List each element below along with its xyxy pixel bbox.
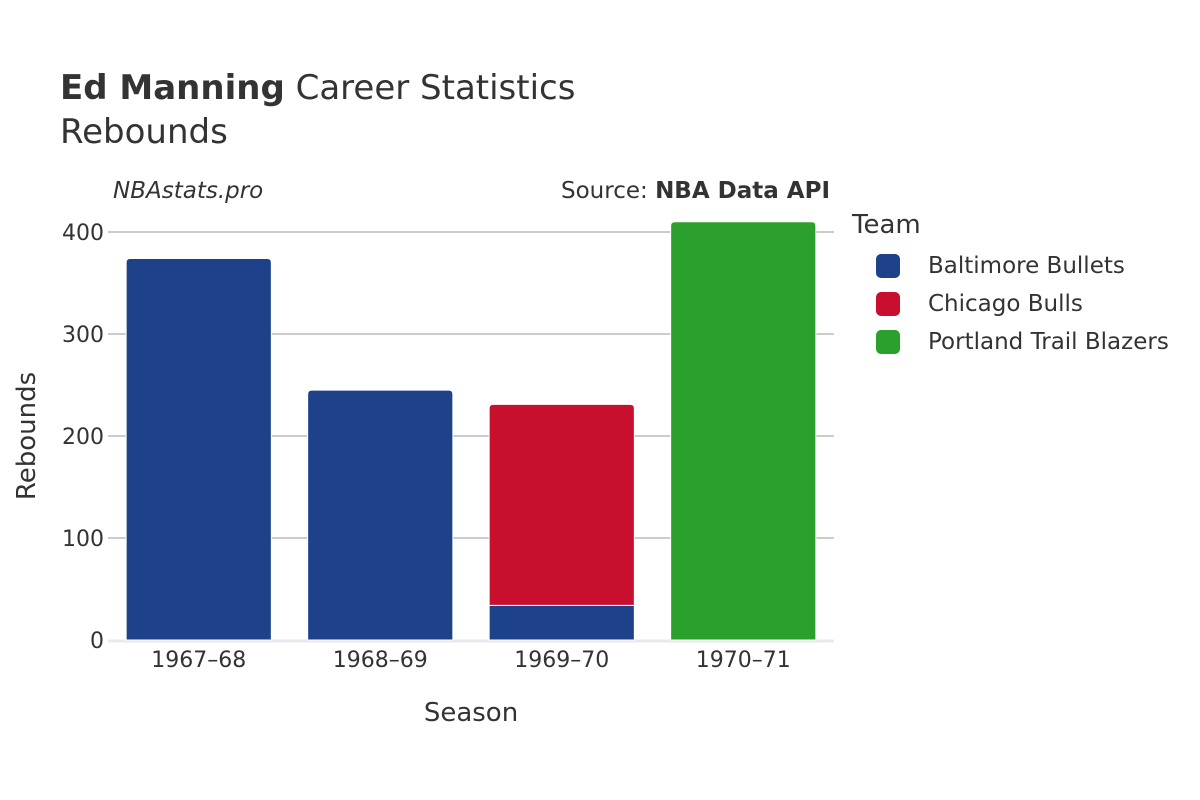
y-tick-label: 100 bbox=[62, 527, 104, 552]
bar-1970-71-portland-trail-blazers[interactable] bbox=[670, 221, 817, 641]
source-note: Source: NBA Data API bbox=[561, 178, 830, 204]
chart-title: Ed Manning Career Statistics bbox=[60, 68, 575, 108]
legend-swatch bbox=[876, 330, 900, 354]
legend-title: Team bbox=[852, 210, 921, 240]
legend-swatch bbox=[876, 292, 900, 316]
y-tick-label: 300 bbox=[62, 323, 104, 348]
source-name: NBA Data API bbox=[655, 178, 830, 204]
bar-1968-69-baltimore-bullets[interactable] bbox=[307, 389, 454, 641]
legend-swatch bbox=[876, 254, 900, 278]
legend-label: Chicago Bulls bbox=[928, 291, 1083, 317]
legend-item-chicago-bulls[interactable]: Chicago Bulls bbox=[876, 289, 1083, 319]
bar-1969-70-baltimore-bullets[interactable] bbox=[488, 604, 635, 641]
y-tick-label: 200 bbox=[62, 425, 104, 450]
title-rest: Career Statistics bbox=[284, 68, 576, 108]
x-tick-label: 1970–71 bbox=[696, 648, 791, 673]
legend-label: Portland Trail Blazers bbox=[928, 329, 1169, 355]
bar-1967-68-baltimore-bullets[interactable] bbox=[125, 258, 272, 641]
x-tick-label: 1967–68 bbox=[151, 648, 246, 673]
x-tick-label: 1969–70 bbox=[514, 648, 609, 673]
bars bbox=[125, 221, 817, 641]
bar-1969-70-chicago-bulls[interactable] bbox=[488, 403, 635, 606]
legend-item-portland-trail-blazers[interactable]: Portland Trail Blazers bbox=[876, 327, 1169, 357]
y-axis-title: Rebounds bbox=[12, 372, 42, 500]
x-axis-title: Season bbox=[424, 698, 518, 728]
x-tick-label: 1968–69 bbox=[333, 648, 428, 673]
player-name: Ed Manning bbox=[60, 68, 285, 108]
legend-item-baltimore-bullets[interactable]: Baltimore Bullets bbox=[876, 251, 1125, 281]
watermark: NBAstats.pro bbox=[113, 178, 264, 204]
legend-label: Baltimore Bullets bbox=[928, 253, 1125, 279]
y-tick-labels: 0 100 200 300 400 bbox=[62, 221, 104, 654]
source-prefix: Source: bbox=[561, 178, 656, 204]
y-tick-label: 400 bbox=[62, 221, 104, 246]
x-tick-labels: 1967–68 1968–69 1969–70 1970–71 bbox=[151, 648, 790, 673]
chart-subtitle: Rebounds bbox=[60, 112, 228, 152]
y-tick-label: 0 bbox=[90, 629, 104, 654]
